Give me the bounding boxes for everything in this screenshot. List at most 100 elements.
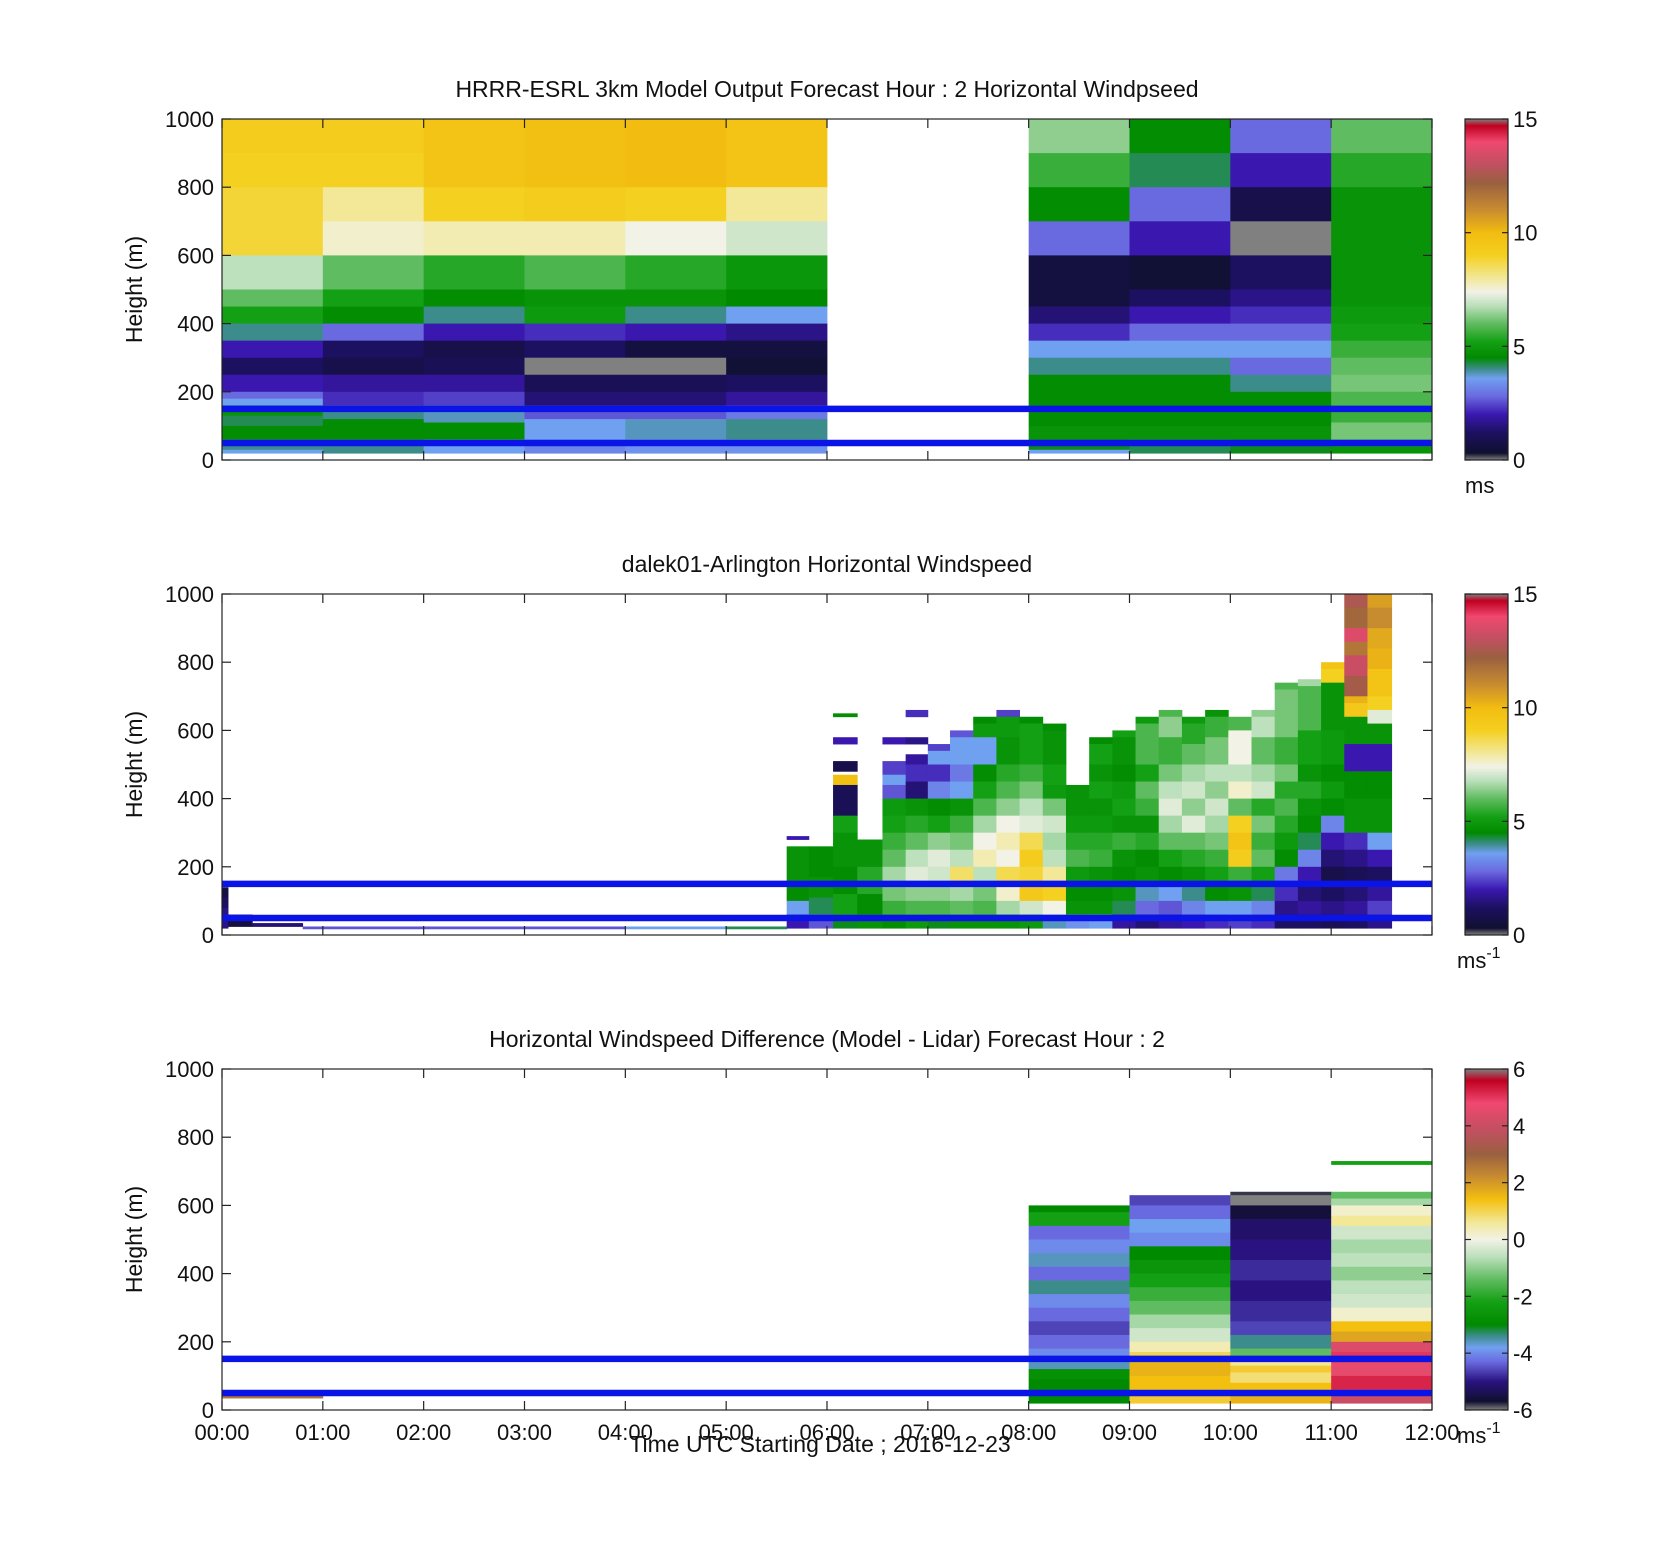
heatmap-cell (1158, 815, 1183, 834)
heatmap-cell (882, 815, 907, 834)
heatmap-cell (1230, 1392, 1332, 1404)
heatmap-cell (1129, 1328, 1231, 1343)
heatmap-cell (524, 289, 626, 307)
heatmap-cell (1297, 686, 1322, 731)
heatmap-cell (222, 323, 324, 342)
heatmap-cell (1367, 849, 1393, 868)
heatmap-cell (1230, 340, 1332, 359)
heatmap-cell (1251, 866, 1276, 885)
heatmap-cell (222, 1394, 324, 1399)
heatmap-cell (625, 374, 727, 393)
heatmap-cell (1129, 1273, 1231, 1288)
heatmap-cell (1274, 781, 1299, 799)
heatmap-cell (1065, 832, 1090, 851)
heatmap-cell (1230, 1372, 1332, 1384)
heatmap-cell (222, 289, 324, 307)
heatmap-cell (1331, 357, 1432, 376)
heatmap-cell (1065, 784, 1090, 799)
heatmap-cell (1331, 1321, 1432, 1332)
heatmap-cell (1230, 153, 1332, 188)
heatmap-cell (1135, 716, 1160, 724)
y-tick-label: 600 (177, 718, 214, 743)
heatmap-cell (625, 306, 727, 324)
x-tick-label: 08:00 (1001, 1420, 1056, 1445)
heatmap-cell (973, 815, 997, 834)
heatmap-cell (1228, 798, 1252, 817)
y-tick-label: 1000 (165, 1057, 214, 1082)
heatmap-cell (322, 187, 425, 222)
heatmap-cell (882, 761, 907, 776)
heatmap-cell (1042, 784, 1067, 799)
heatmap-cell (1019, 798, 1044, 817)
heatmap-cell (1135, 781, 1160, 799)
heatmap-cell (1089, 815, 1113, 834)
heatmap-cell (1230, 391, 1332, 410)
heatmap-cell (950, 730, 974, 738)
heatmap-cell (1344, 798, 1368, 834)
heatmap-cell (1228, 866, 1252, 885)
heatmap-cell (996, 815, 1020, 834)
heatmap-cell (1344, 883, 1368, 902)
heatmap-cell (833, 761, 858, 772)
heatmap-cell (1344, 900, 1368, 915)
heatmap-cell (905, 737, 929, 745)
heatmap-cell (1065, 798, 1090, 817)
heatmap-cell (1129, 374, 1231, 393)
heatmap-cell (996, 883, 1020, 902)
y-tick-label: 400 (177, 1262, 214, 1287)
x-tick-label: 00:00 (194, 1420, 249, 1445)
heatmap-cell (1112, 832, 1136, 851)
heatmap-cell (625, 391, 727, 406)
heatmap-cell (1042, 883, 1067, 902)
heatmap-cell (1344, 744, 1368, 772)
heatmap-cell (726, 926, 788, 930)
heatmap-cell (1129, 1246, 1231, 1261)
heatmap-cell (1297, 679, 1322, 687)
heatmap-cell (1019, 723, 1044, 765)
heatmap-cell (1367, 696, 1393, 711)
heatmap-cell (1019, 883, 1044, 902)
heatmap-cell (1129, 1341, 1231, 1353)
heatmap-cells (222, 119, 1432, 454)
heatmap-cell (905, 883, 929, 902)
heatmap-cell (1228, 764, 1252, 782)
heatmap-cell (322, 391, 425, 406)
heatmap-cell (1321, 815, 1345, 834)
heatmap-cell (996, 781, 1020, 799)
heatmap-cell (1251, 798, 1276, 817)
heatmap-cell (1089, 866, 1113, 885)
heatmap-cell (228, 921, 253, 927)
heatmap-cell (726, 357, 828, 376)
heatmap-cell (1331, 1205, 1432, 1217)
colorbar-tick-label: -6 (1513, 1398, 1533, 1423)
heatmap-cell (625, 221, 727, 256)
heatmap-cell (222, 119, 324, 154)
heatmap-cell (1321, 849, 1345, 868)
heatmap-cell (322, 306, 425, 324)
heatmap-cell (1344, 703, 1368, 718)
panel-title: Horizontal Windspeed Difference (Model -… (489, 1026, 1165, 1052)
heatmap-cell (1158, 798, 1183, 817)
x-axis-label: Time UTC Starting Date ; 2016-12-23 (629, 1431, 1010, 1457)
heatmap-cell (1230, 1219, 1332, 1240)
panel-title: dalek01-Arlington Horizontal Windspeed (622, 551, 1032, 577)
heatmap-cell (322, 374, 425, 393)
heatmap-cell (625, 926, 727, 930)
heatmap-cell (1065, 883, 1090, 902)
heatmap-cell (302, 926, 626, 930)
heatmap-cell (1297, 900, 1322, 915)
heatmap-cell (625, 119, 727, 188)
heatmap-cell (423, 374, 525, 393)
y-tick-label: 0 (202, 448, 214, 473)
heatmap-cell (1344, 849, 1368, 868)
y-tick-label: 800 (177, 175, 214, 200)
heatmap-cell (1028, 119, 1130, 154)
heatmap-cell (1042, 849, 1067, 868)
heatmap-cell (1129, 1205, 1231, 1220)
heatmap-cell (833, 713, 858, 718)
heatmap-cell (996, 764, 1020, 782)
heatmap-cell (1367, 771, 1393, 799)
y-tick-label: 0 (202, 1398, 214, 1423)
heatmap-cell (524, 323, 626, 342)
